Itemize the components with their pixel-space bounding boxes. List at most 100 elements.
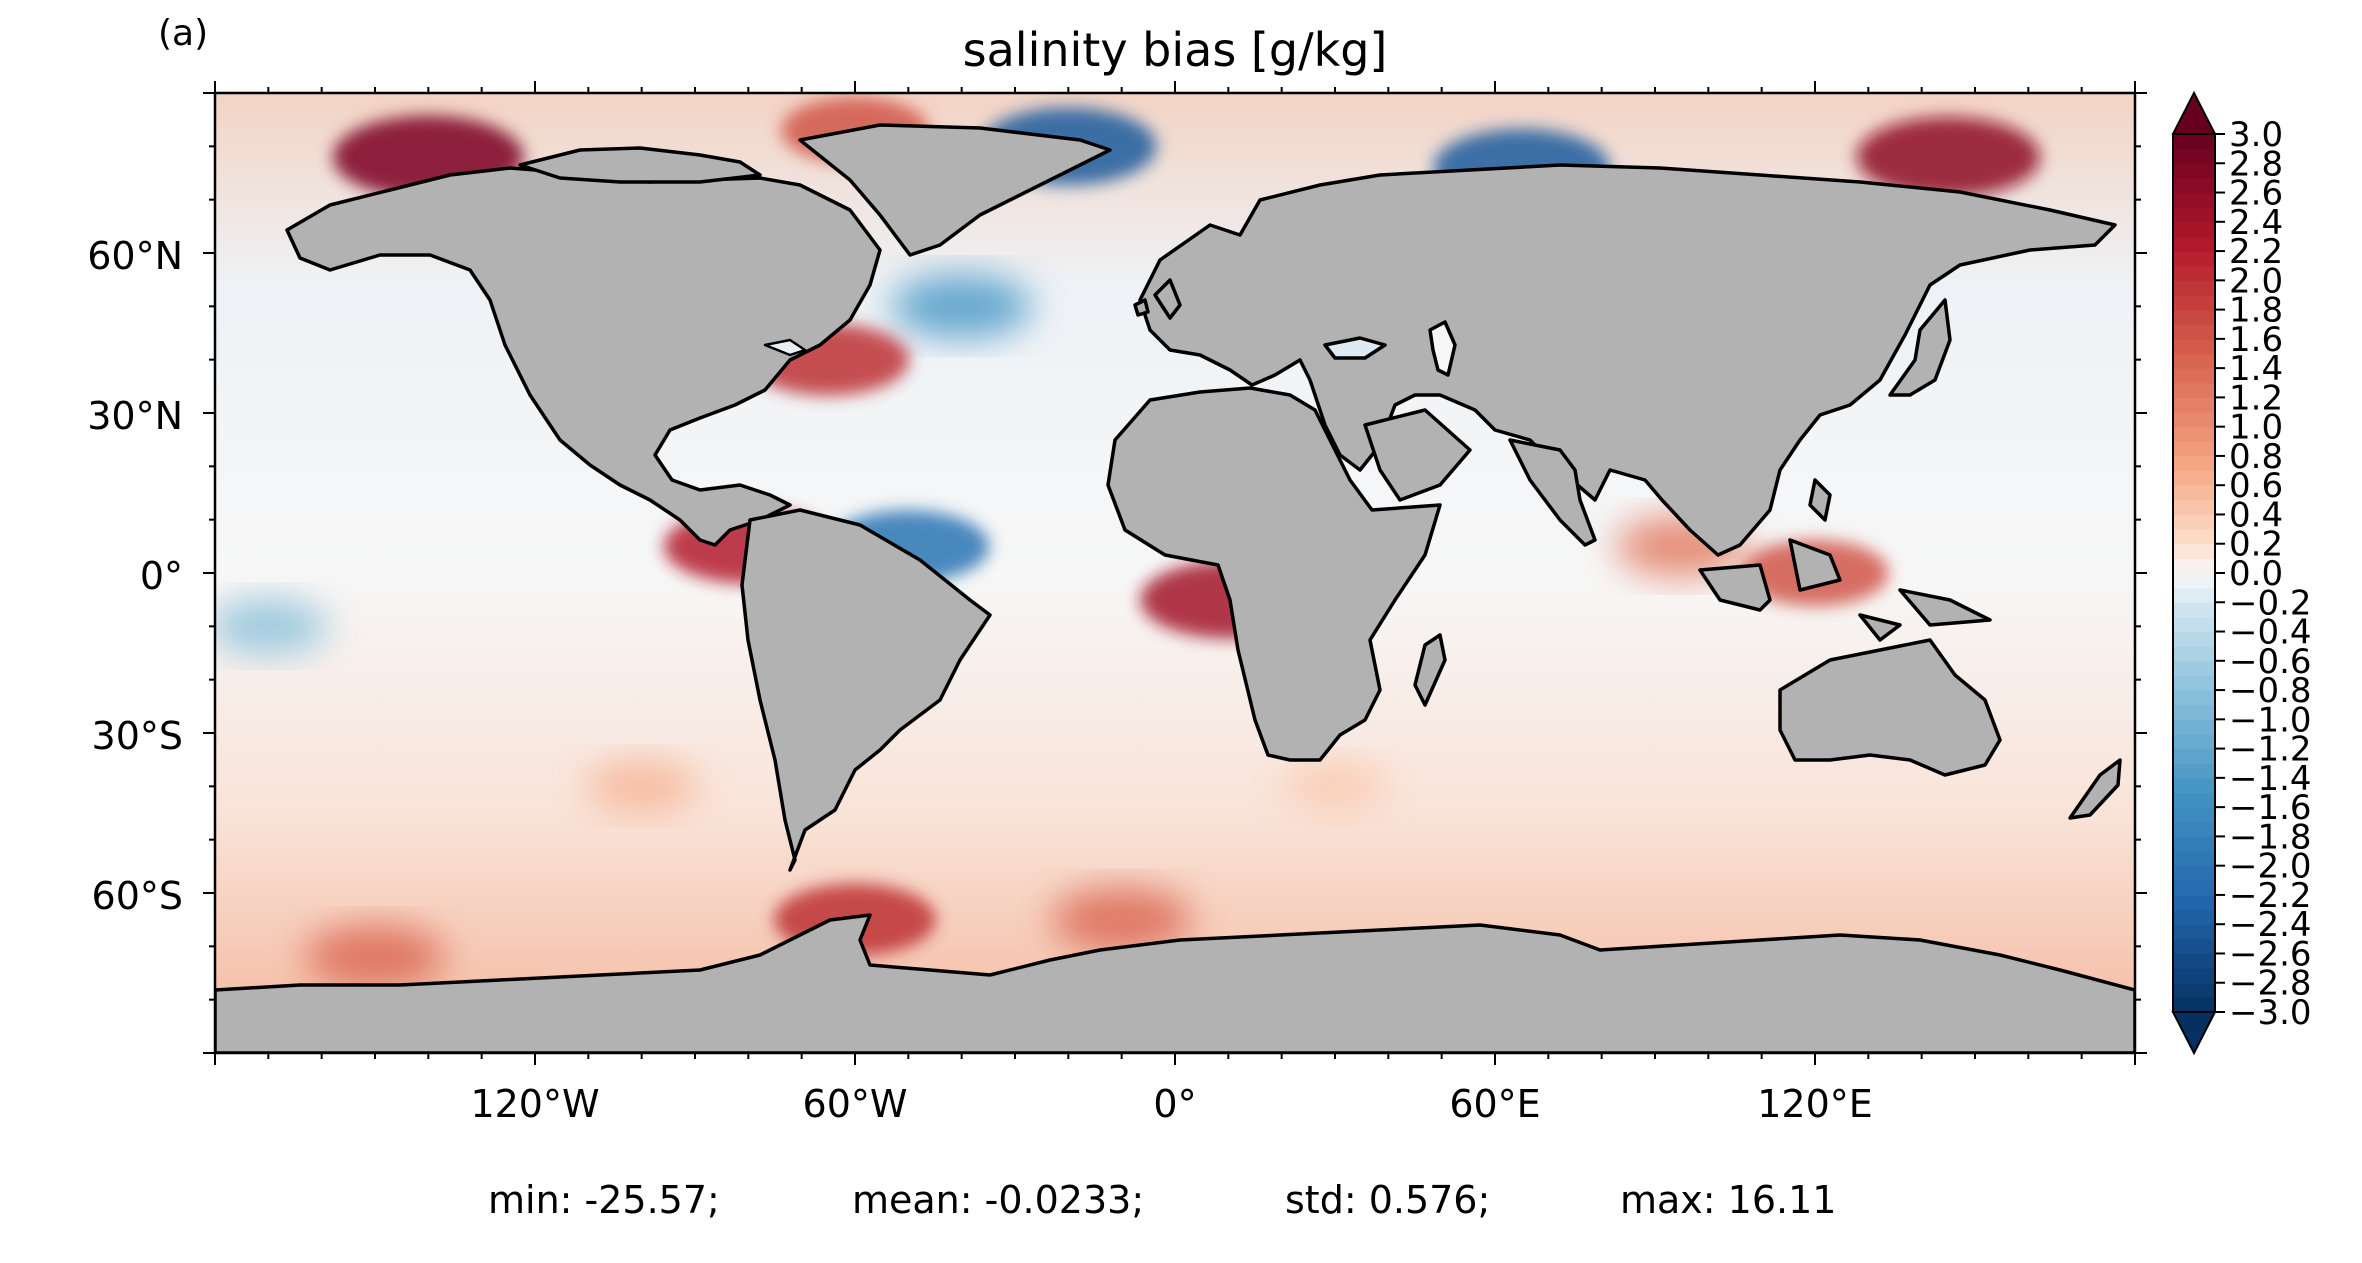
colorbar-band: [2173, 616, 2215, 633]
axis-ticks: [203, 81, 2147, 1065]
stat-max: max: 16.11: [1620, 1178, 1836, 1222]
colorbar-tick-label: −2.4: [2229, 905, 2312, 945]
colorbar-tick-label: 1.6: [2229, 320, 2283, 360]
colorbar-band: [2173, 982, 2215, 998]
bias-region: [1051, 887, 1192, 952]
colorbar-band: [2173, 426, 2215, 442]
colorbar-band: [2173, 499, 2215, 516]
colorbar-band: [2173, 733, 2215, 750]
colorbar-band: [2173, 660, 2215, 677]
x-axis: 120°W 60°W 0° 60°E 120°E: [470, 1082, 1872, 1126]
x-tick-label: 120°E: [1757, 1082, 1873, 1126]
colorbar-tick-label: −2.6: [2229, 934, 2312, 974]
colorbar-band: [2173, 251, 2215, 267]
y-tick-label: 0°: [140, 554, 183, 598]
colorbar-tick-label: −0.8: [2229, 671, 2312, 711]
colorbar-band: [2173, 485, 2215, 501]
colorbar-band: [2173, 704, 2215, 720]
colorbar-band: [2173, 997, 2215, 1013]
colorbar: 3.02.82.62.42.22.01.81.61.41.21.00.80.60…: [2171, 90, 2312, 1056]
colorbar-band: [2173, 470, 2215, 486]
colorbar-band: [2173, 675, 2215, 691]
greenland: [798, 123, 1112, 257]
colorbar-band: [2173, 953, 2215, 969]
y-tick-label: 60°N: [87, 234, 183, 278]
colorbar-band: [2173, 382, 2215, 398]
colorbar-band: [2173, 909, 2215, 925]
colorbar-tick-label: −1.4: [2229, 759, 2312, 799]
colorbar-band: [2173, 543, 2215, 559]
colorbar-band: [2173, 558, 2215, 574]
colorbar-band: [2173, 719, 2215, 735]
great-lakes: [763, 338, 807, 357]
colorbar-band: [2173, 807, 2215, 823]
bias-region: [304, 925, 446, 989]
colorbar-tick-label: −1.2: [2229, 730, 2312, 770]
colorbar-band: [2173, 968, 2215, 984]
map-title: salinity bias [g/kg]: [963, 23, 1388, 77]
bias-region: [585, 760, 698, 813]
colorbar-band: [2173, 441, 2215, 457]
europe-asia: [1138, 163, 2117, 557]
colorbar-band: [2173, 851, 2215, 867]
y-axis: 60°N 30°N 0° 30°S 60°S: [87, 234, 183, 918]
caspian-sea: [1428, 320, 1457, 377]
colorbar-band: [2173, 792, 2215, 808]
colorbar-tick-label: −0.6: [2229, 642, 2312, 682]
colorbar-band: [2173, 368, 2215, 384]
arctic-islands: [518, 146, 762, 184]
colorbar-tick-label: 2.4: [2229, 203, 2283, 243]
colorbar-band: [2173, 280, 2215, 296]
south-america: [740, 508, 992, 872]
colorbar-tick-label: 1.4: [2229, 349, 2283, 389]
x-tick-label: 0°: [1153, 1082, 1196, 1126]
japan: [1888, 298, 1952, 397]
madagascar: [1413, 633, 1447, 707]
colorbar-band: [2173, 397, 2215, 413]
colorbar-band: [2173, 748, 2215, 764]
colorbar-band: [2173, 938, 2215, 955]
colorbar-band: [2173, 821, 2215, 837]
antarctica: [215, 913, 2135, 1053]
colorbar-band: [2173, 587, 2215, 603]
colorbar-bands: [2173, 134, 2215, 1013]
colorbar-tick-label: 1.8: [2229, 291, 2283, 331]
colorbar-band: [2173, 602, 2215, 618]
colorbar-band: [2173, 836, 2215, 852]
panel-label: (a): [158, 13, 208, 54]
colorbar-tick-label: 2.2: [2229, 232, 2283, 272]
colorbar-band: [2173, 894, 2215, 911]
colorbar-band: [2173, 177, 2215, 194]
x-tick-label: 60°E: [1449, 1082, 1540, 1126]
colorbar-band: [2173, 763, 2215, 779]
colorbar-band: [2173, 236, 2215, 252]
map-plot-area: [215, 93, 2135, 1053]
british-isles: [1133, 278, 1182, 320]
bias-region: [1856, 116, 2041, 198]
y-tick-label: 60°S: [92, 874, 183, 918]
black-sea: [1323, 336, 1387, 360]
stat-mean: mean: -0.0233;: [852, 1178, 1144, 1222]
colorbar-band: [2173, 265, 2215, 281]
y-tick-label: 30°N: [87, 394, 183, 438]
colorbar-extend-max: [2171, 90, 2217, 135]
colorbar-tick-label: −3.0: [2229, 993, 2312, 1033]
colorbar-extend-min: [2171, 1011, 2217, 1056]
colorbar-tick-label: 0.2: [2229, 525, 2283, 565]
colorbar-band: [2173, 221, 2215, 238]
colorbar-tick-label: −1.8: [2229, 817, 2312, 857]
colorbar-tick-label: 3.0: [2229, 115, 2283, 155]
colorbar-band: [2173, 777, 2215, 794]
colorbar-band: [2173, 324, 2215, 340]
colorbar-band: [2173, 529, 2215, 545]
colorbar-tick-label: 1.2: [2229, 378, 2283, 418]
colorbar-tick-label: −2.2: [2229, 876, 2312, 916]
colorbar-ticks: 3.02.82.62.42.22.01.81.61.41.21.00.80.60…: [2215, 115, 2312, 1033]
colorbar-tick-label: 2.8: [2229, 144, 2283, 184]
bias-region: [215, 598, 328, 654]
southeast-asia-islands: [1698, 478, 1992, 642]
colorbar-band: [2173, 148, 2215, 164]
colorbar-band: [2173, 880, 2215, 896]
colorbar-tick-label: 2.6: [2229, 174, 2283, 214]
